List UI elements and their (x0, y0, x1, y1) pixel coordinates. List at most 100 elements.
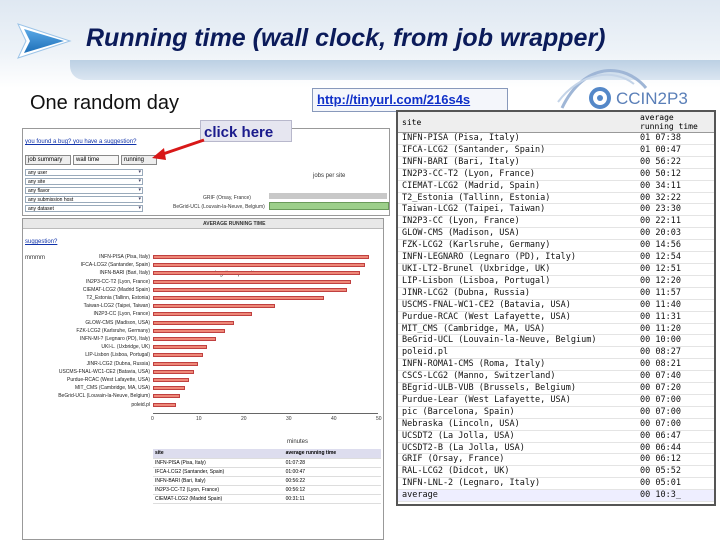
mini-time-cell: 01:00:47 (283, 467, 381, 477)
bar-label: INFN-BARI (Bari, Italy) (99, 270, 150, 277)
table-row: JINR-LCG2 (Dubna, Russia) 00 11:57 (398, 287, 714, 300)
filter-flavor[interactable]: any flavor (25, 187, 143, 194)
col-site: site (398, 112, 636, 133)
mini-time-cell: 00:56:22 (283, 476, 381, 486)
mini-time-cell: 01:07:28 (283, 458, 381, 468)
mini-row: IN2P3-CC-T2 (Lyon, France) 00:56:12 (153, 485, 381, 495)
x-axis (153, 412, 378, 414)
table-row: LIP-Lisbon (Lisboa, Portugal) 00 12:20 (398, 275, 714, 288)
site-cell: INFN-ROMA1-CMS (Roma, Italy) (398, 358, 636, 372)
time-cell: 00 32:22 (636, 192, 714, 205)
site-cell: poleid.pl (398, 346, 636, 360)
bar-label: IFCA-LCG2 (Santander, Spain) (80, 262, 150, 269)
site-cell: UKI-LT2-Brunel (Uxbridge, UK) (398, 263, 636, 276)
bar (153, 304, 275, 309)
time-cell: 00 11:20 (636, 323, 714, 336)
site-cell: pic (Barcelona, Spain) (398, 406, 636, 419)
suggestion-link[interactable]: suggestion? (25, 239, 58, 245)
table-row: USCMS-FNAL-WC1-CE2 (Batavia, USA) 00 11:4… (398, 299, 714, 312)
top-bar-1 (269, 202, 389, 210)
mini-site-cell: IFCA-LCG2 (Santander, Spain) (153, 467, 284, 477)
table-row: INFN-BARI (Bari, Italy) 00 56:22 (398, 156, 714, 169)
axis-tick: 30 (286, 415, 292, 422)
mini-row: INFN-PISA (Pisa, Italy) 01:07:28 (153, 458, 381, 468)
time-cell: 00 11:40 (636, 299, 714, 312)
site-cell: FZK-LCG2 (Karlsruhe, Germany) (398, 239, 636, 253)
filter-site[interactable]: any site (25, 178, 143, 185)
site-cell: BeGrid-UCL (Louvain-la-Neuve, Belgium) (398, 334, 636, 348)
site-cell: T2_Estonia (Tallinn, Estonia) (398, 192, 636, 205)
table-row: Purdue-Lear (West Lafayette, USA) 00 07:0… (398, 394, 714, 407)
time-cell: 00 07:20 (636, 382, 714, 395)
axis-tick: 20 (241, 415, 247, 422)
site-cell: RAL-LCG2 (Didcot, UK) (398, 465, 636, 479)
table-row: Taiwan-LCG2 (Taipei, Taiwan) 00 23:30 (398, 203, 714, 217)
time-cell: 00 10:00 (636, 334, 714, 348)
time-cell: 00 07:00 (636, 406, 714, 419)
site-cell: Purdue-RCAC (West Lafayette, USA) (398, 311, 636, 324)
site-cell: USCMS-FNAL-WC1-CE2 (Batavia, USA) (398, 299, 636, 312)
subtitle: One random day (30, 92, 179, 114)
table-row: UKI-LT2-Brunel (Uxbridge, UK) 00 12:51 (398, 263, 714, 276)
axis-tick: 50 (376, 415, 382, 422)
top-site-0: GRIF (Orsay, France) (203, 195, 251, 201)
time-cell: 00 07:00 (636, 394, 714, 407)
time-cell: 00 22:11 (636, 215, 714, 229)
table-row: T2_Estonia (Tallinn, Estonia) 00 32:22 (398, 192, 714, 205)
bar (153, 271, 360, 276)
mini-site-cell: INFN-BARI (Bari, Italy) (153, 476, 284, 486)
bar (153, 279, 351, 284)
table-row: IFCA-LCG2 (Santander, Spain) 01 00:47 (398, 144, 714, 157)
bar (153, 378, 189, 382)
table-row: UCSDT2-B (La Jolla, USA) 00 06:44 (398, 442, 714, 455)
site-cell: Taiwan-LCG2 (Taipei, Taiwan) (398, 203, 636, 217)
bug-suggestion-link[interactable]: you found a bug? you have a suggestion? (25, 139, 137, 145)
time-cell: 00 07:00 (636, 418, 714, 431)
site-cell: IN2P3-CC-T2 (Lyon, France) (398, 168, 636, 181)
average-label: average (398, 489, 636, 503)
tab-wall-time[interactable]: wall time (73, 155, 119, 165)
time-cell: 00 12:51 (636, 263, 714, 276)
mini-site-cell: IN2P3-CC-T2 (Lyon, France) (153, 485, 284, 495)
bar-label: IN2P3-CC-T2 (Lyon, France) (86, 278, 150, 285)
mini-col-time: average running time (283, 449, 381, 459)
bar-label: IN2P3-CC (Lyon, France) (93, 311, 151, 318)
table-row: MIT_CMS (Cambridge, MA, USA) 00 11:20 (398, 323, 714, 336)
table-row: GRIF (Orsay, France) 00 06:12 (398, 453, 714, 467)
bar-label: T2_Estonia (Tallinn, Estonia) (86, 295, 150, 301)
slide-title: Running time (wall clock, from job wrapp… (86, 24, 606, 52)
mini-time-cell: 00:31:11 (283, 494, 381, 504)
time-cell: 00 12:20 (636, 275, 714, 288)
summary-text: mmmm (25, 255, 45, 261)
table-row: UCSDT2 (La Jolla, USA) 00 06:47 (398, 430, 714, 443)
bar-label: JINR-LCG2 (Dubna, Russia) (86, 360, 150, 367)
mini-table: site average running time INFN-PISA (Pis… (153, 449, 381, 504)
site-cell: IN2P3-CC (Lyon, France) (398, 215, 636, 229)
bar-label: CIEMAT-LCG2 (Madrid Spain) (82, 286, 150, 293)
time-cell: 00 14:56 (636, 239, 714, 253)
click-here-callout: click here (204, 124, 274, 141)
tab-job-summary[interactable]: job summary (25, 155, 71, 165)
table-row: INFN-ROMA1-CMS (Roma, Italy) 00 08:21 (398, 358, 714, 372)
running-time-chart: INFN-PISA (Pisa, Italy) IFCA-LCG2 (Santan… (23, 219, 383, 539)
bar-label: INFN-PISA (Pisa, Italy) (99, 254, 150, 260)
filter-user[interactable]: any user (25, 169, 143, 176)
axis-tick: 40 (331, 415, 337, 422)
filter-submission-host[interactable]: any submission host (25, 196, 143, 203)
time-cell: 01 07:38 (636, 132, 714, 145)
time-cell: 00 06:47 (636, 430, 714, 443)
tinyurl-link[interactable]: http://tinyurl.com/216s4s (312, 88, 508, 112)
tab-running[interactable]: running (121, 155, 157, 165)
bar (153, 353, 203, 358)
table-row: Purdue-RCAC (West Lafayette, USA) 00 11:3… (398, 311, 714, 324)
filter-dataset[interactable]: any dataset (25, 205, 143, 212)
mini-site-cell: CIEMAT-LCG2 (Madrid Spain) (153, 494, 284, 504)
time-cell: 00 08:27 (636, 346, 714, 360)
site-cell: UCSDT2-B (La Jolla, USA) (398, 442, 636, 455)
running-time-table-panel: site average running time INFN-PISA (Pis… (396, 110, 716, 506)
bar (153, 287, 347, 292)
bar (153, 296, 324, 300)
table-row: poleid.pl 00 08:27 (398, 346, 714, 360)
screenshot-running-time: AVERAGE RUNNING TIME suggestion? mmmm ru… (22, 218, 384, 540)
